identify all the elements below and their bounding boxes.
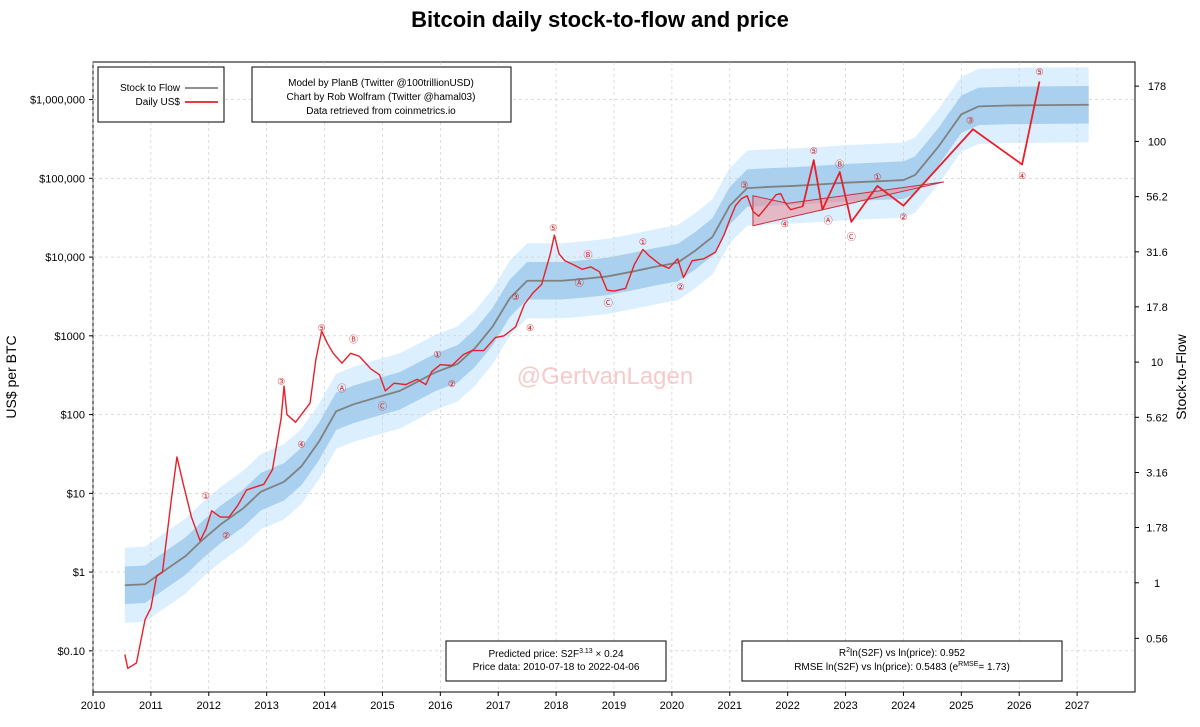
x-tick-label: 2024 <box>891 700 915 712</box>
wave-label: ② <box>448 379 456 389</box>
wave-label: Ⓒ <box>604 298 613 308</box>
prediction-box <box>445 640 667 682</box>
wave-label: ③ <box>740 180 748 190</box>
legend-label-daily-usd: Daily US$ <box>136 97 181 108</box>
wave-label: ② <box>899 212 907 222</box>
series-stock-to-flow <box>124 103 1089 587</box>
y-tick-label: $10 <box>67 488 85 500</box>
y2-tick-label: 1 <box>1154 578 1160 590</box>
y2-tick-label: 10 <box>1151 357 1163 369</box>
y-tick-label: $10,000 <box>45 252 85 264</box>
wave-label: Ⓒ <box>378 402 387 412</box>
x-tick-label: 2015 <box>370 700 394 712</box>
x-tick-label: 2010 <box>81 700 105 712</box>
wave-label: ④ <box>297 439 305 449</box>
y2-tick-label: 3.16 <box>1146 468 1167 480</box>
info-box-line: Model by PlanB (Twitter @100trillionUSD) <box>288 78 474 89</box>
wave-label: Ⓑ <box>583 250 592 260</box>
predicted-price-text: Predicted price: S2F3.13 × 0.24 <box>488 648 624 660</box>
y-tick-label: $1,000,000 <box>30 95 85 107</box>
wave-label: ① <box>202 491 210 501</box>
x-tick-label: 2016 <box>428 700 452 712</box>
x-tick-label: 2019 <box>602 700 626 712</box>
legend-box <box>97 66 225 123</box>
wave-label: Ⓒ <box>847 232 856 242</box>
wave-label: ⑤ <box>549 223 557 233</box>
y2-tick-label: 5.62 <box>1146 412 1167 424</box>
wave-label: ③ <box>966 115 974 125</box>
wave-label: ⑤ <box>1035 67 1043 77</box>
wave-label: ⑤ <box>318 323 326 333</box>
series-daily-usd <box>124 192 803 669</box>
info-box <box>251 66 512 123</box>
info-box-line: Chart by Rob Wolfram (Twitter @hamal03) <box>287 92 476 103</box>
wave-label: ② <box>222 531 230 541</box>
wave-label: ③ <box>277 377 285 387</box>
wave-label: ④ <box>1018 171 1026 181</box>
watermark: @GertvanLagen <box>517 363 693 390</box>
wave-label: ① <box>873 172 881 182</box>
x-tick-label: 2011 <box>139 700 163 712</box>
y2-tick-label: 0.56 <box>1146 633 1167 645</box>
x-tick-label: 2025 <box>949 700 973 712</box>
rmse-text: RMSE ln(S2F) vs ln(price): 0.5483 (eRMSE… <box>794 661 1010 673</box>
y2-tick-label: 178 <box>1148 81 1166 93</box>
info-box-line: Data retrieved from coinmetrics.io <box>306 106 456 117</box>
y2-tick-label: 100 <box>1148 136 1166 148</box>
wave-label: ① <box>639 237 647 247</box>
wave-label: ③ <box>512 292 520 302</box>
x-tick-label: 2017 <box>486 700 510 712</box>
y-tick-label: $100 <box>61 410 85 422</box>
x-tick-label: 2023 <box>833 700 857 712</box>
y2-axis-label: Stock-to-Flow <box>1173 333 1189 419</box>
y2-tick-label: 56.2 <box>1146 192 1167 204</box>
wave-label: ② <box>677 282 685 292</box>
y2-tick-label: 1.78 <box>1146 523 1167 535</box>
x-tick-label: 2014 <box>312 700 336 712</box>
x-tick-label: 2013 <box>254 700 278 712</box>
wave-label: ④ <box>781 219 789 229</box>
y-tick-label: $100,000 <box>39 173 85 185</box>
wave-label: ④ <box>526 323 534 333</box>
y-tick-label: $1000 <box>54 331 85 343</box>
y-axis-label: US$ per BTC <box>3 335 19 418</box>
y2-tick-label: 17.8 <box>1146 302 1167 314</box>
x-tick-label: 2012 <box>197 700 221 712</box>
triangle-pattern <box>752 181 945 227</box>
wave-label: Ⓐ <box>575 278 584 288</box>
stats-box <box>741 640 1063 682</box>
r2-text: R2ln(S2F) vs ln(price): 0.952 <box>839 647 966 659</box>
wave-label: ⑤ <box>810 146 818 156</box>
price-data-range: Price data: 2010-07-18 to 2022-04-06 <box>473 662 640 673</box>
legend-label-stock-to-flow: Stock to Flow <box>120 83 181 94</box>
x-tick-label: 2021 <box>718 700 742 712</box>
wave-label: Ⓑ <box>835 159 844 169</box>
wave-label: Ⓐ <box>337 384 346 394</box>
wave-label: Ⓐ <box>824 216 833 226</box>
x-tick-label: 2018 <box>544 700 568 712</box>
x-tick-label: 2026 <box>1007 700 1031 712</box>
series-wave-projection <box>801 81 1041 223</box>
y2-tick-label: 31.6 <box>1146 247 1167 259</box>
x-tick-label: 2020 <box>660 700 684 712</box>
x-tick-label: 2022 <box>775 700 799 712</box>
y-tick-label: $0.10 <box>57 646 85 658</box>
x-tick-label: 2027 <box>1065 700 1089 712</box>
chart-title: Bitcoin daily stock-to-flow and price <box>411 7 789 32</box>
wave-label: ① <box>433 349 441 359</box>
y-tick-label: $1 <box>73 567 85 579</box>
wave-label: Ⓑ <box>349 335 358 345</box>
